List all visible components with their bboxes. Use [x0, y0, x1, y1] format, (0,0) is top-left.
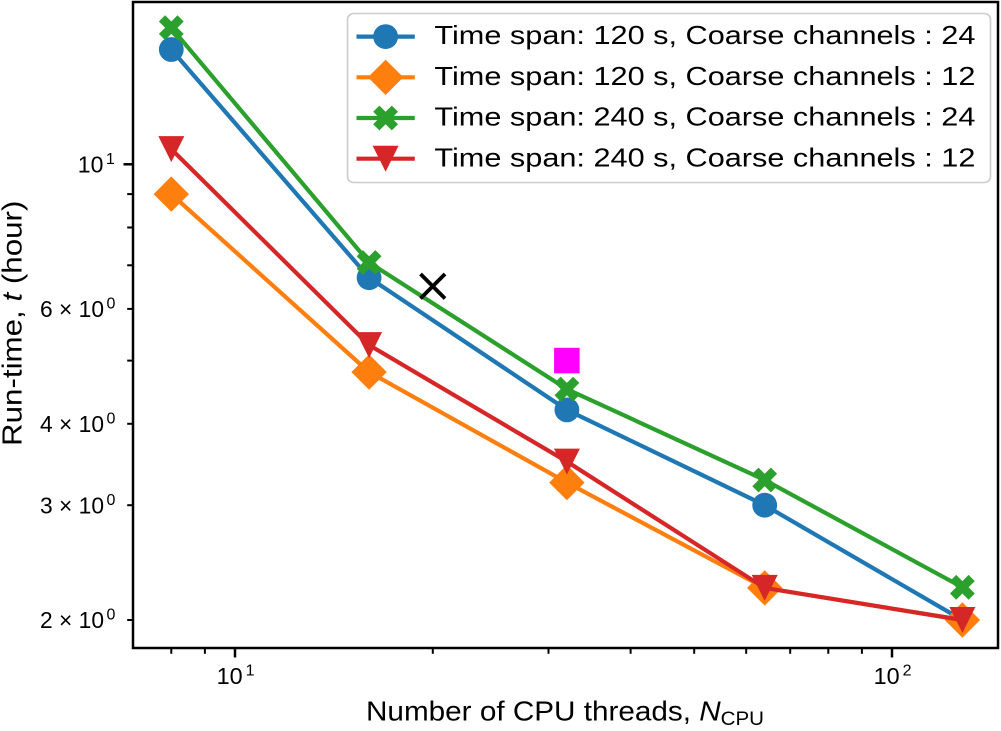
svg-text:Time span: 240 s, Coarse chann: Time span: 240 s, Coarse channels : 12 — [434, 142, 975, 172]
svg-text:6 × 100: 6 × 10 0 — [40, 296, 116, 323]
svg-text:Time span: 120 s, Coarse chann: Time span: 120 s, Coarse channels : 24 — [434, 20, 975, 50]
svg-text:2 × 100: 2 × 10 0 — [40, 607, 116, 634]
svg-text:Time span: 120 s, Coarse chann: Time span: 120 s, Coarse channels : 12 — [434, 61, 975, 91]
svg-text:102: 10 2 — [874, 663, 912, 690]
svg-text:Run-time, t (hour): Run-time, t (hour) — [0, 201, 27, 446]
svg-text:Number of CPU threads, NCPU: Number of CPU threads, NCPU — [366, 696, 764, 727]
svg-text:101: 10 1 — [78, 151, 115, 178]
svg-text:4 × 100: 4 × 10 0 — [40, 411, 116, 438]
svg-text:3 × 100: 3 × 10 0 — [40, 492, 116, 519]
svg-text:101: 10 1 — [217, 663, 255, 690]
svg-text:Time span: 240 s, Coarse chann: Time span: 240 s, Coarse channels : 24 — [434, 102, 975, 132]
